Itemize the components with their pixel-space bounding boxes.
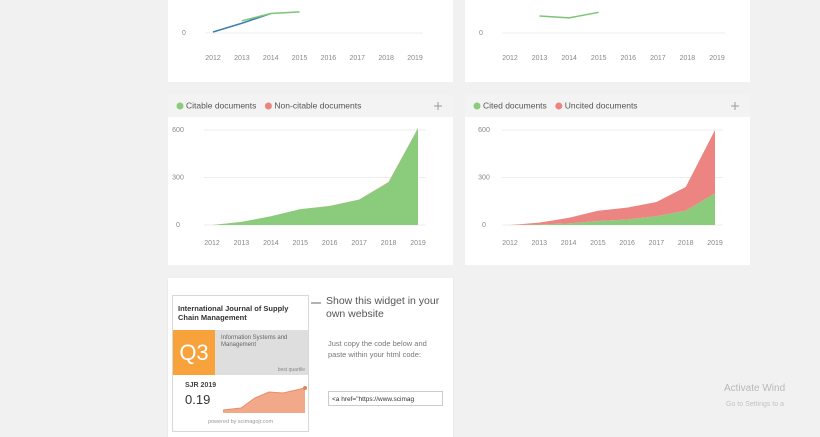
x-tick-label: 2013 (234, 240, 250, 247)
series-line (241, 11, 300, 22)
x-tick-label: 2017 (650, 55, 666, 62)
y-tick-label: 0 (482, 222, 486, 229)
embed-instructions: Just copy the code below and paste withi… (328, 339, 427, 359)
embed-heading: Show this widget in your own website (326, 295, 440, 320)
series-area (510, 193, 715, 225)
x-tick-label: 2016 (321, 55, 337, 62)
x-tick-label: 2017 (649, 240, 665, 247)
x-tick-label: 2012 (204, 240, 220, 247)
widget[interactable]: International Journal of Supply Chain Ma… (172, 295, 309, 432)
legend-swatch (176, 102, 184, 110)
legend-bar (168, 95, 453, 117)
mini-dot (303, 386, 307, 390)
category-box: Information Systems and Management best … (215, 330, 308, 375)
watermark-title: Activate Wind (724, 383, 786, 394)
x-tick-label: 2017 (351, 240, 367, 247)
x-tick-label: 2015 (590, 240, 606, 247)
series-line (539, 11, 599, 19)
category: Information Systems and Management (221, 335, 288, 348)
y-tick-label: 0 (176, 222, 180, 229)
legend-swatch (264, 102, 272, 110)
x-tick-label: 2019 (707, 240, 723, 247)
y-tick-label: 600 (478, 127, 490, 134)
indicator: SJR 2019 (185, 382, 217, 389)
mini-line (222, 387, 306, 411)
x-tick-label: 2018 (678, 240, 694, 247)
widget-journal: International Journal of Supply Chain Ma… (178, 304, 289, 322)
chart-card (465, 0, 750, 82)
x-tick-label: 2018 (680, 55, 696, 62)
x-tick-label: 2012 (502, 55, 518, 62)
series-area (212, 128, 418, 225)
x-tick-label: 2019 (709, 55, 725, 62)
sjr-mini-chart (222, 386, 307, 413)
x-tick-label: 2013 (531, 240, 547, 247)
quartile-badge: Q3 (173, 330, 215, 375)
x-tick-label: 2019 (410, 240, 426, 247)
x-tick-label: 2014 (263, 55, 279, 62)
legend-label: Uncited documents (565, 100, 638, 110)
x-tick-label: 2016 (322, 240, 338, 247)
y-tick-label: 0 (182, 30, 186, 37)
x-tick-label: 2019 (407, 55, 423, 62)
x-tick-label: 2014 (561, 55, 577, 62)
y-tick-label: 300 (172, 174, 184, 181)
legend-swatch (555, 102, 563, 110)
series-area (510, 130, 715, 225)
legend-label: Non-citable documents (274, 100, 361, 110)
mini-area (223, 388, 305, 413)
y-tick-label: 0 (479, 30, 483, 37)
x-tick-label: 2013 (234, 55, 250, 62)
x-tick-label: 2012 (502, 240, 518, 247)
x-tick-label: 2016 (619, 240, 635, 247)
legend-label: Citable documents (186, 100, 256, 110)
x-tick-label: 2018 (381, 240, 397, 247)
chart-card (168, 0, 453, 82)
x-tick-label: 2017 (349, 55, 365, 62)
legend-swatch (473, 102, 481, 110)
indicator-value: 0.19 (185, 392, 211, 407)
arrow-icon (311, 302, 321, 304)
legend-bar (465, 95, 750, 117)
x-tick-label: 2014 (263, 240, 279, 247)
widget-card: International Journal of Supply Chain Ma… (168, 278, 453, 437)
quartile-note: best quartile (277, 367, 305, 373)
embed-code-input[interactable]: <a href="https://www.scimag (328, 391, 443, 406)
legend-label: Cited documents (483, 100, 547, 110)
y-tick-label: 600 (172, 127, 184, 134)
x-tick-label: 2018 (378, 55, 394, 62)
x-tick-label: 2016 (620, 55, 636, 62)
x-tick-label: 2015 (591, 55, 607, 62)
x-tick-label: 2012 (205, 55, 221, 62)
x-tick-label: 2015 (292, 55, 308, 62)
series-line (212, 12, 271, 33)
y-tick-label: 300 (478, 174, 490, 181)
x-tick-label: 2014 (561, 240, 577, 247)
watermark-subtitle: Go to Settings to a (726, 401, 784, 408)
x-tick-label: 2015 (292, 240, 308, 247)
widget-footer: powered by scimagojr.com (207, 419, 274, 425)
x-tick-label: 2013 (532, 55, 548, 62)
